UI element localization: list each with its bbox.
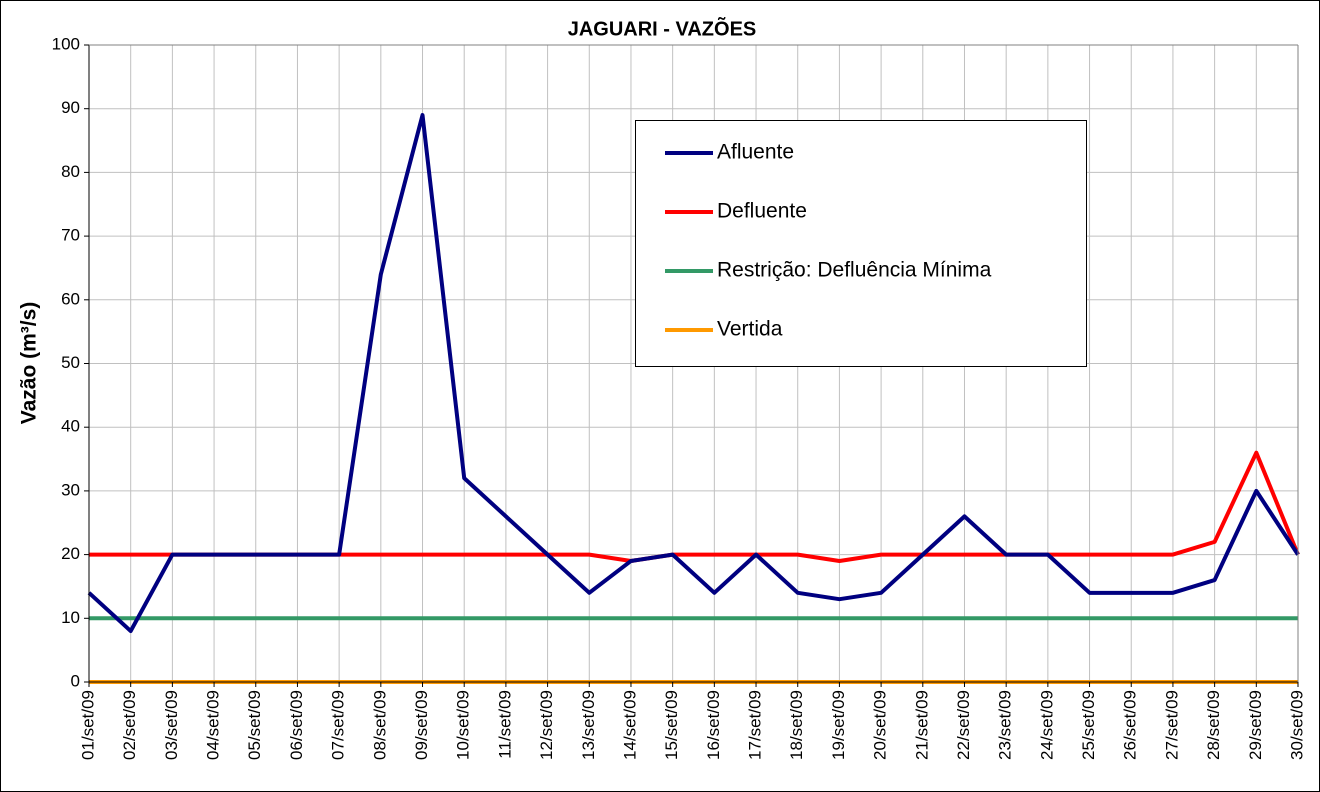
x-tick-label: 07/set/09: [329, 690, 348, 760]
x-tick-label: 21/set/09: [912, 690, 931, 760]
legend-label: Restrição: Defluência Mínima: [717, 259, 992, 282]
x-tick-label: 19/set/09: [829, 690, 848, 760]
y-tick-label: 40: [61, 417, 80, 436]
x-tick-label: 24/set/09: [1037, 690, 1056, 760]
x-tick-label: 16/set/09: [704, 690, 723, 760]
y-tick-label: 10: [61, 608, 80, 627]
x-tick-label: 20/set/09: [871, 690, 890, 760]
x-tick-label: 17/set/09: [746, 690, 765, 760]
y-tick-label: 60: [61, 289, 80, 308]
x-tick-label: 03/set/09: [162, 690, 181, 760]
x-tick-label: 06/set/09: [287, 690, 306, 760]
x-tick-label: 12/set/09: [537, 690, 556, 760]
x-tick-label: 14/set/09: [620, 690, 639, 760]
x-tick-label: 10/set/09: [454, 690, 473, 760]
axes: 0 10 20 30 40 50 60 70 80 90 100 01/set/09 02/set/09…: [52, 34, 1307, 759]
x-tick-label: 08/set/09: [370, 690, 389, 760]
y-tick-label: 30: [61, 480, 80, 499]
x-tick-label: 13/set/09: [579, 690, 598, 760]
y-tick-label: 0: [71, 671, 80, 690]
legend-box: [635, 120, 1087, 367]
legend-label: Vertida: [717, 318, 783, 341]
x-tick-label: 26/set/09: [1121, 690, 1140, 760]
y-tick-label: 90: [61, 98, 80, 117]
x-tick-label: 29/set/09: [1246, 690, 1265, 760]
x-tick-label: 01/set/09: [78, 690, 97, 760]
y-tick-label: 100: [52, 34, 80, 53]
legend-label: Afluente: [717, 141, 794, 164]
x-tick-label: 27/set/09: [1162, 690, 1181, 760]
x-tick-label: 04/set/09: [204, 690, 223, 760]
series-line: [87, 113, 1300, 634]
y-tick-label: 20: [61, 544, 80, 563]
y-tick-label: 50: [61, 353, 80, 372]
x-tick-label: 09/set/09: [412, 690, 431, 760]
x-tick-label: 05/set/09: [245, 690, 264, 760]
legend: Afluente Defluente Restrição: Defluência M…: [665, 141, 992, 341]
x-tick-label: 11/set/09: [495, 690, 514, 759]
x-tick-label: 25/set/09: [1079, 690, 1098, 760]
x-tick-label: 15/set/09: [662, 690, 681, 760]
x-tick-label: 18/set/09: [787, 690, 806, 760]
x-tick-label: 28/set/09: [1204, 690, 1223, 760]
y-tick-label: 70: [61, 226, 80, 245]
x-tick-label: 02/set/09: [120, 690, 139, 760]
chart-title: JAGUARI - VAZÕES: [568, 16, 757, 40]
x-tick-label: 30/set/09: [1287, 690, 1306, 760]
legend-label: Defluente: [717, 200, 807, 223]
x-tick-label: 22/set/09: [954, 690, 973, 760]
y-axis-label: Vazão (m³/s): [18, 302, 41, 425]
y-tick-label: 80: [61, 162, 80, 181]
x-tick-label: 23/set/09: [996, 690, 1015, 760]
